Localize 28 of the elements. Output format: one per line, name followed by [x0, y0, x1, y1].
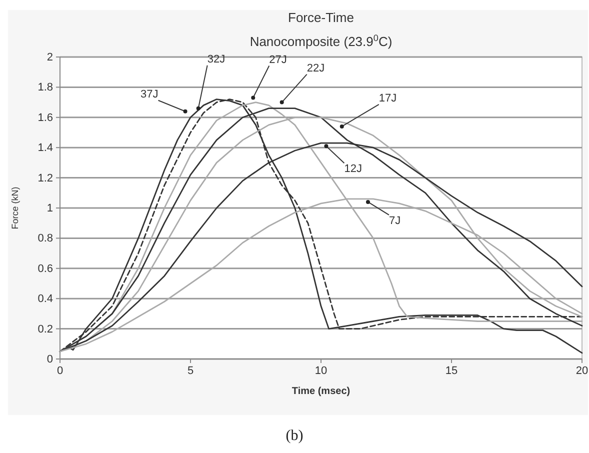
chart-title: Force-Time	[288, 10, 354, 25]
x-tick-label: 15	[445, 364, 458, 377]
chart-subtitle: Nanocomposite (23.9$^{0}$C)	[250, 33, 392, 49]
y-tick-label: 1.8	[38, 82, 53, 94]
y-tick-label: 0	[46, 354, 53, 366]
x-axis-title: Time (msec)	[292, 386, 350, 397]
y-axis-title: Force (kN)	[10, 186, 20, 230]
annotation: 12J	[344, 163, 362, 176]
annotation: 37J	[140, 88, 158, 100]
x-tick-label: 10	[314, 364, 328, 377]
y-tick-label: 0.6	[38, 262, 53, 275]
x-tick-label: 20	[576, 364, 588, 377]
x-tick-label: 5	[187, 364, 194, 377]
y-tick-label: 2	[46, 52, 53, 64]
x-tick-label: 0	[56, 364, 64, 377]
y-tick-label: 1.4	[38, 142, 53, 154]
y-tick-label: 1	[46, 202, 53, 215]
annotation: 22J	[306, 62, 325, 74]
y-tick-label: 0.4	[38, 293, 53, 306]
text: (b)	[286, 428, 304, 444]
annotation: 32J	[207, 53, 226, 66]
y-tick-label: 0.8	[38, 232, 53, 245]
annotation: 27J	[269, 54, 287, 66]
annotation: 7J	[388, 214, 401, 227]
y-tick-label: 1.6	[38, 112, 53, 124]
y-tick-label: 0.2	[38, 323, 53, 336]
annotation: 17J	[378, 92, 397, 104]
y-tick-label: 1.2	[38, 172, 53, 184]
